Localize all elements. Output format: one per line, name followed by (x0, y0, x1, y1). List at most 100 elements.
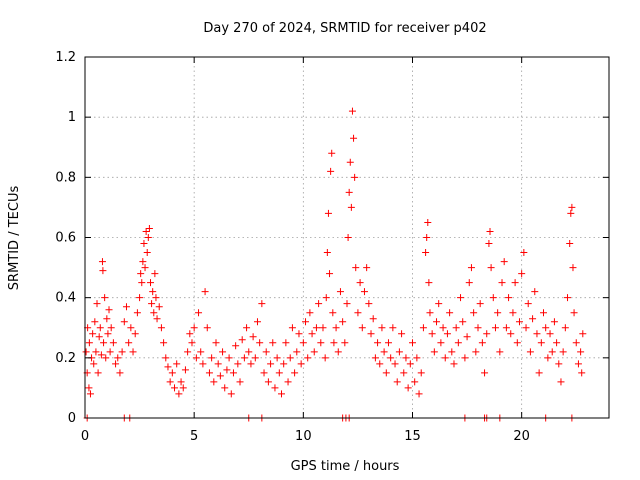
x-tick-label: 10 (295, 429, 312, 444)
y-tick-label: 0.6 (55, 231, 76, 246)
data-point (391, 360, 399, 368)
data-point (341, 339, 349, 347)
data-point (94, 369, 102, 377)
data-point (96, 324, 104, 332)
data-point (157, 324, 165, 332)
data-point (400, 369, 408, 377)
data-point (374, 339, 382, 347)
data-point (424, 218, 432, 226)
data-point (437, 339, 445, 347)
data-point (402, 354, 410, 362)
data-point (470, 309, 478, 317)
data-point (297, 360, 305, 368)
data-point (147, 279, 154, 287)
data-point (114, 354, 122, 362)
data-point (133, 309, 141, 317)
data-point (302, 318, 310, 326)
data-point (567, 209, 575, 217)
data-point (376, 360, 384, 368)
data-point (446, 309, 454, 317)
data-point (474, 324, 482, 332)
data-point (229, 369, 237, 377)
data-point (522, 324, 530, 332)
data-point (321, 354, 329, 362)
data-point (568, 203, 576, 211)
data-point (515, 318, 523, 326)
data-point (524, 300, 532, 308)
data-point (485, 240, 493, 248)
data-point (570, 309, 578, 317)
axis-ticks: 0 0.2 0.4 0.6 0.8 1 1.2 0 5 10 15 20 (55, 50, 609, 444)
data-point (201, 288, 209, 296)
data-point (304, 354, 312, 362)
data-point (339, 318, 347, 326)
data-point (95, 333, 103, 341)
data-point (487, 264, 495, 272)
data-point (518, 270, 526, 278)
data-point (197, 348, 205, 356)
data-point (336, 288, 344, 296)
data-point (179, 384, 187, 392)
data-point (129, 348, 137, 356)
data-point (195, 309, 203, 317)
data-point (415, 390, 423, 398)
data-point (378, 324, 386, 332)
data-point (363, 264, 371, 272)
x-axis-label: GPS time / hours (291, 459, 400, 474)
data-point (323, 249, 331, 257)
data-point (561, 324, 569, 332)
data-point (102, 354, 110, 362)
data-point (240, 354, 248, 362)
data-point (441, 354, 449, 362)
data-point (116, 369, 124, 377)
data-point (365, 300, 373, 308)
grid (85, 57, 609, 418)
data-point (542, 324, 550, 332)
data-point (186, 330, 194, 338)
data-point (450, 360, 458, 368)
data-point (269, 339, 277, 347)
y-tick-label: 0.2 (55, 351, 76, 366)
data-point (369, 315, 377, 323)
data-point (334, 348, 342, 356)
data-point (271, 384, 279, 392)
data-point (256, 339, 264, 347)
data-point (137, 270, 145, 278)
data-point (210, 378, 218, 386)
data-point (324, 209, 332, 217)
data-point (245, 348, 253, 356)
data-point (151, 270, 159, 278)
data-point (507, 330, 515, 338)
data-point (345, 188, 353, 196)
y-tick-label: 0 (68, 411, 76, 426)
data-point (85, 384, 93, 392)
data-point (328, 149, 336, 157)
data-point (498, 279, 506, 287)
data-points (82, 107, 587, 422)
data-point (382, 369, 390, 377)
data-point (219, 348, 227, 356)
data-point (520, 249, 528, 257)
data-point (273, 354, 281, 362)
data-point (140, 240, 148, 248)
data-point (426, 309, 434, 317)
data-point (91, 318, 99, 326)
data-point (181, 366, 189, 374)
data-point (93, 300, 101, 308)
data-point (258, 300, 266, 308)
data-point (574, 360, 582, 368)
data-point (280, 360, 288, 368)
data-point (344, 234, 352, 241)
data-point (221, 384, 229, 392)
data-point (435, 300, 443, 308)
data-point (251, 354, 259, 362)
data-point (168, 369, 176, 377)
y-tick-label: 0.4 (55, 291, 76, 306)
data-point (329, 309, 337, 317)
data-point (249, 333, 257, 341)
data-point (118, 348, 126, 356)
data-point (476, 300, 484, 308)
data-point (288, 324, 296, 332)
data-point (411, 378, 419, 386)
